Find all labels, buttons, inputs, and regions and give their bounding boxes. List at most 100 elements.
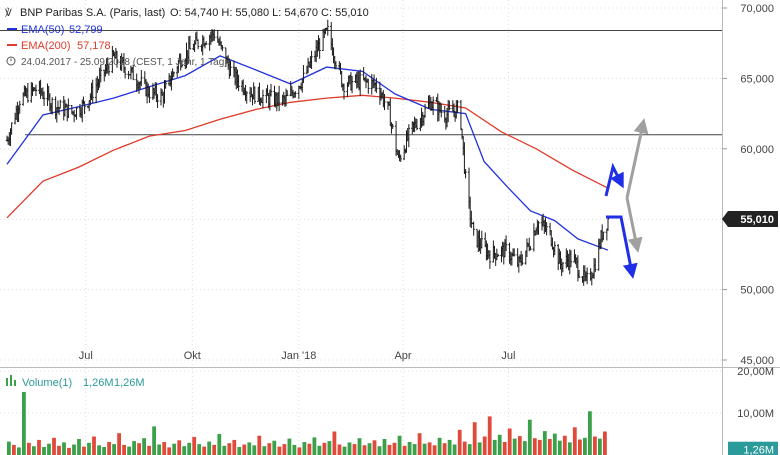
volume-icon-bar-1 — [6, 378, 8, 386]
price-candle — [529, 246, 532, 251]
volume-bar — [207, 441, 212, 455]
ema50-line — [6, 55, 609, 251]
downside-gray-arrow — [625, 197, 643, 253]
price-candle — [464, 169, 467, 179]
x-tick-label: Jul — [501, 350, 515, 362]
volume-bar — [497, 434, 502, 455]
volume-bar — [412, 444, 417, 455]
volume-bar — [97, 445, 101, 455]
price-candle — [229, 60, 232, 76]
price-candle — [448, 100, 451, 111]
price-candle — [294, 91, 297, 98]
volume-icon-bar-3 — [14, 380, 16, 386]
y-tick-label: 60,000 — [740, 144, 774, 156]
price-candle — [83, 101, 86, 115]
volume-bar — [598, 438, 602, 455]
price-candle — [10, 122, 13, 135]
y-tick-label: 65,000 — [740, 73, 774, 85]
forecast-arrows — [604, 118, 649, 279]
price-candle — [156, 94, 159, 108]
volume-bar — [142, 438, 146, 455]
volume-bar — [342, 446, 347, 455]
volume-bar — [397, 435, 402, 455]
volume-bar — [172, 443, 177, 455]
price-candle — [431, 96, 435, 116]
volume-bar — [252, 445, 257, 455]
price-candle — [204, 41, 208, 45]
volume-bar — [578, 439, 582, 455]
volume-bar — [272, 440, 277, 455]
price-candle — [26, 82, 30, 103]
volume-bar — [102, 447, 106, 455]
price-candle — [140, 69, 143, 87]
upside-gray-arrow — [625, 118, 649, 199]
price-candle — [504, 235, 508, 252]
volume-bar — [42, 447, 46, 455]
price-candle — [480, 230, 483, 249]
price-candle — [34, 84, 38, 96]
y-tick-label: 45,000 — [740, 355, 774, 367]
volume-bar — [32, 446, 36, 455]
price-candle — [221, 45, 224, 52]
ohlc-readout: O: 54,740 H: 55,080 L: 54,670 C: 55,010 — [170, 7, 369, 19]
volume-bar — [157, 444, 162, 455]
volume-tick-label: 20,00M — [737, 366, 774, 378]
volume-bar — [132, 441, 136, 455]
volume-bar — [502, 442, 507, 455]
bearish-blue-arrow — [606, 215, 638, 279]
price-candle — [367, 78, 370, 94]
price-candle — [277, 85, 281, 112]
volume-bar — [127, 446, 131, 455]
ema200-legend-value: 57,178 — [77, 40, 111, 52]
price-candle — [213, 29, 216, 41]
price-candle — [148, 86, 151, 103]
volume-bar — [232, 439, 237, 455]
price-candle — [196, 39, 200, 50]
volume-bar — [77, 439, 81, 455]
volume-bar — [557, 440, 562, 455]
volume-bar — [227, 443, 232, 455]
volume-bar — [47, 443, 51, 455]
volume-bar — [72, 444, 76, 455]
volume-bar — [182, 446, 187, 455]
x-tick-label: Okt — [184, 350, 201, 362]
volume-bar — [337, 444, 342, 455]
price-candle — [50, 97, 54, 115]
price-candle — [342, 83, 346, 100]
price-candle — [59, 99, 62, 109]
volume-bar — [17, 447, 21, 455]
ema200-layer — [6, 94, 609, 219]
volume-bar — [477, 442, 482, 455]
price-candle — [42, 91, 46, 106]
volume-bar — [452, 444, 457, 455]
price-candle — [253, 86, 257, 104]
volume-bar — [292, 444, 297, 455]
price-candle — [569, 250, 573, 268]
volume-bar — [472, 422, 477, 455]
price-candle — [415, 118, 419, 131]
volume-bar — [467, 444, 472, 455]
y-tick-label: 70,000 — [740, 3, 774, 15]
volume-bar — [332, 431, 337, 455]
volume-bar — [242, 444, 247, 455]
volume-icon-bar-2 — [10, 375, 12, 386]
volume-bar — [422, 443, 427, 455]
chart-title: BNP Paribas S.A. (Paris, last) — [20, 7, 165, 19]
volume-bar — [162, 442, 167, 455]
price-candle — [391, 123, 394, 129]
price-candle — [67, 98, 70, 119]
price-candle — [132, 64, 135, 81]
volume-bar — [567, 442, 572, 455]
volume-bar — [257, 435, 262, 455]
volume-bar — [117, 433, 121, 455]
ema50-legend-value: 52,799 — [69, 24, 103, 36]
volume-bar — [387, 444, 392, 455]
volume-bar — [222, 445, 227, 455]
x-tick-label: Apr — [394, 350, 411, 362]
volume-bar — [522, 441, 527, 455]
volume-tick-label: 10,00M — [737, 408, 774, 420]
price-candle — [521, 254, 524, 266]
volume-bar — [492, 439, 497, 455]
